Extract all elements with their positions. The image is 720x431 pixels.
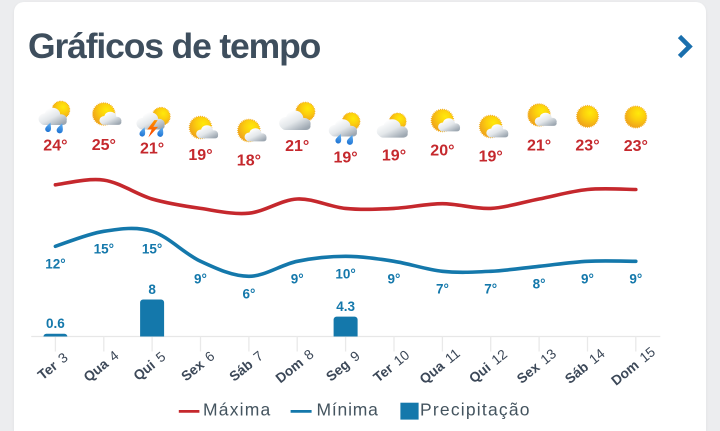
svg-text:Dom 15: Dom 15 (608, 344, 658, 388)
svg-text:15°: 15° (94, 242, 114, 257)
svg-text:9°: 9° (194, 272, 207, 287)
svg-text:7°: 7° (484, 282, 497, 297)
svg-text:8: 8 (148, 282, 156, 297)
svg-text:18°: 18° (237, 152, 261, 169)
svg-text:9°: 9° (388, 272, 401, 287)
svg-text:Ter 3: Ter 3 (35, 350, 71, 383)
svg-text:25°: 25° (92, 137, 116, 154)
svg-text:12°: 12° (45, 257, 65, 272)
svg-text:23°: 23° (575, 138, 599, 155)
svg-text:21°: 21° (285, 138, 309, 155)
svg-text:Qui 12: Qui 12 (466, 347, 510, 386)
svg-text:19°: 19° (188, 147, 212, 164)
svg-text:Sex 6: Sex 6 (178, 348, 217, 384)
svg-text:21°: 21° (140, 140, 164, 157)
svg-text:19°: 19° (382, 148, 406, 165)
svg-text:15°: 15° (142, 242, 162, 257)
svg-text:19°: 19° (333, 149, 357, 166)
svg-text:Mínima: Mínima (317, 400, 379, 420)
svg-text:21°: 21° (527, 138, 551, 155)
svg-text:Sáb 14: Sáb 14 (562, 346, 608, 387)
svg-text:9°: 9° (629, 272, 642, 287)
svg-text:20°: 20° (430, 142, 454, 159)
svg-text:Precipitação: Precipitação (420, 400, 531, 420)
svg-text:Máxima: Máxima (203, 400, 271, 420)
svg-text:Qui 5: Qui 5 (131, 349, 169, 384)
svg-text:7°: 7° (436, 282, 449, 297)
svg-text:Ter 10: Ter 10 (371, 347, 413, 385)
svg-text:4.3: 4.3 (336, 299, 355, 314)
svg-text:8°: 8° (533, 277, 546, 292)
svg-text:Sex 13: Sex 13 (514, 346, 559, 387)
svg-text:9°: 9° (581, 272, 594, 287)
svg-text:6°: 6° (242, 287, 255, 302)
svg-text:10°: 10° (335, 267, 355, 282)
svg-text:Qua 11: Qua 11 (417, 346, 463, 387)
svg-text:24°: 24° (43, 137, 67, 154)
svg-text:Dom 8: Dom 8 (273, 346, 317, 386)
svg-text:Sáb 7: Sáb 7 (227, 348, 267, 384)
svg-text:19°: 19° (479, 148, 503, 165)
svg-text:9°: 9° (291, 272, 304, 287)
svg-text:0.6: 0.6 (46, 316, 65, 331)
svg-text:Qua 4: Qua 4 (81, 348, 122, 385)
svg-text:23°: 23° (624, 138, 648, 155)
svg-text:Seg 9: Seg 9 (323, 348, 363, 384)
